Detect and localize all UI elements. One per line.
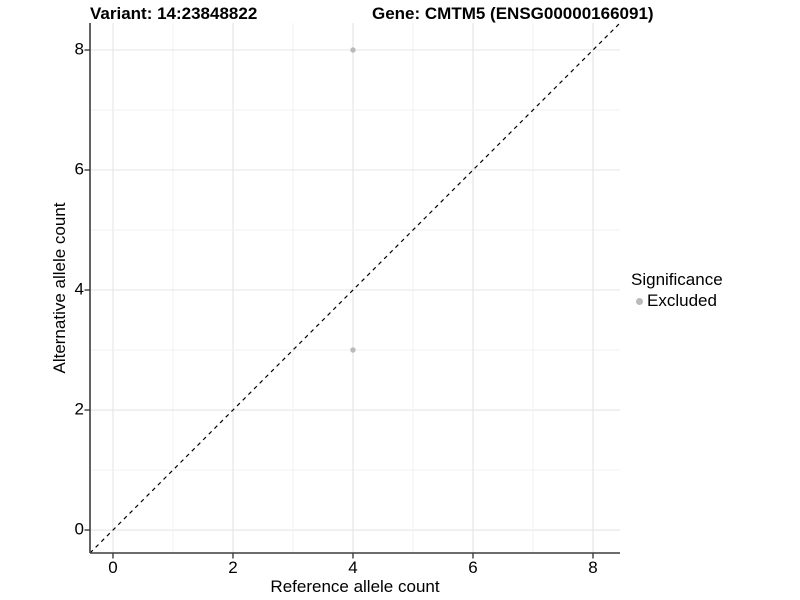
y-tick-label: 4 xyxy=(74,279,84,299)
data-point xyxy=(350,47,356,53)
legend-point-icon xyxy=(636,297,643,305)
x-tick-label: 6 xyxy=(468,558,478,577)
y-tick-label: 8 xyxy=(74,39,84,59)
y-tick-label: 2 xyxy=(74,399,84,419)
legend-entry-excluded: Excluded xyxy=(631,291,723,311)
legend: Significance Excluded xyxy=(631,270,723,311)
y-tick-label: 0 xyxy=(74,519,84,539)
legend-title: Significance xyxy=(631,270,723,289)
x-tick-label: 8 xyxy=(588,558,598,577)
legend-entry-label: Excluded xyxy=(647,291,717,310)
x-axis-title: Reference allele count xyxy=(270,577,440,596)
plot-title-variant: Variant: 14:23848822 xyxy=(90,4,258,23)
data-point xyxy=(350,347,356,353)
x-tick-label: 0 xyxy=(108,558,118,577)
x-tick-label: 2 xyxy=(228,558,238,577)
plot-title-gene: Gene: CMTM5 (ENSG00000166091) xyxy=(372,4,654,23)
identity-dashed-line xyxy=(89,22,621,554)
x-tick-label: 4 xyxy=(348,558,358,577)
y-tick-label: 6 xyxy=(74,159,84,179)
